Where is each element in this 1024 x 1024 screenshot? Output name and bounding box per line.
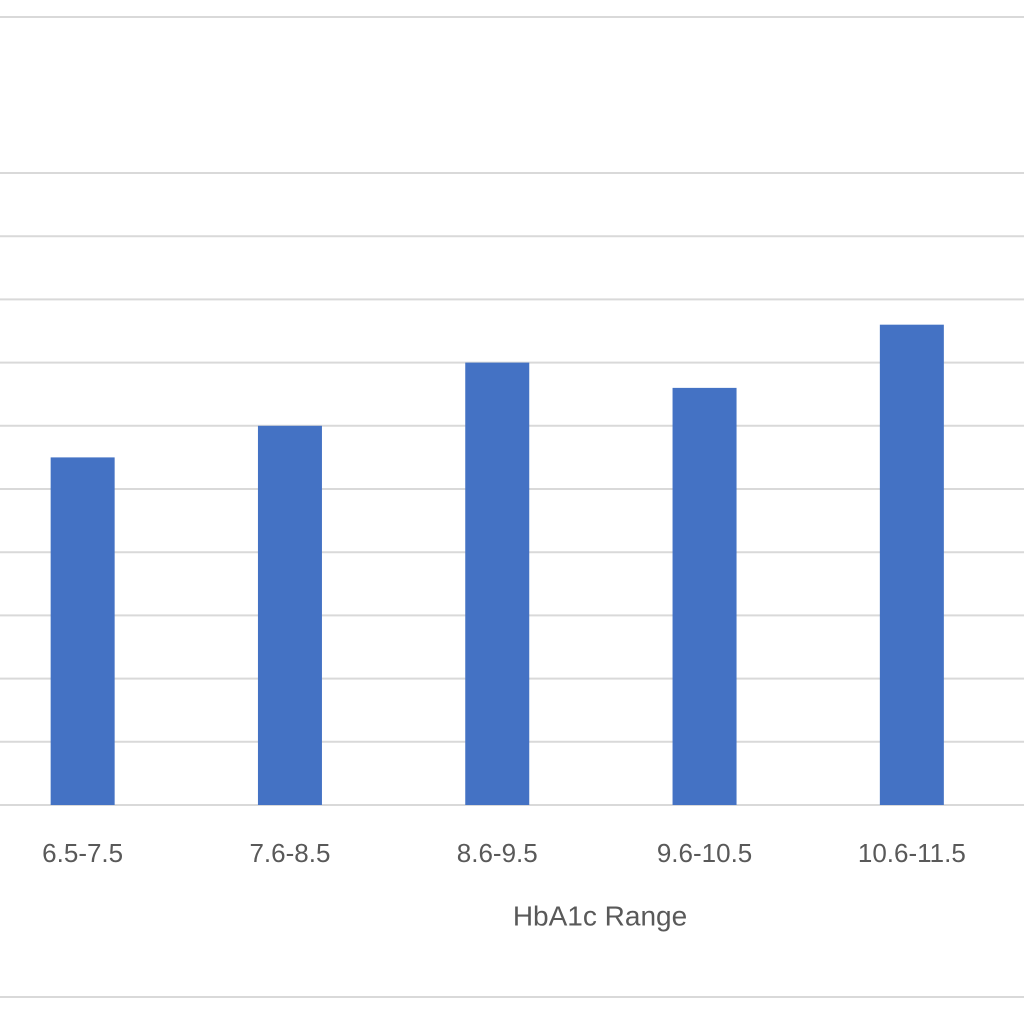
bar: [257, 425, 322, 805]
bar: [879, 324, 944, 805]
bar: [50, 457, 115, 805]
x-tick-label: 7.6-8.5: [249, 838, 330, 868]
bar: [465, 362, 530, 805]
x-tick-label: 8.6-9.5: [457, 838, 538, 868]
x-tick-label: 6.5-7.5: [42, 838, 123, 868]
x-axis-title: HbA1c Range: [513, 900, 687, 931]
x-tick-label: 10.6-11.5: [858, 838, 966, 868]
bar: [672, 387, 737, 805]
x-tick-label: 9.6-10.5: [657, 838, 752, 868]
